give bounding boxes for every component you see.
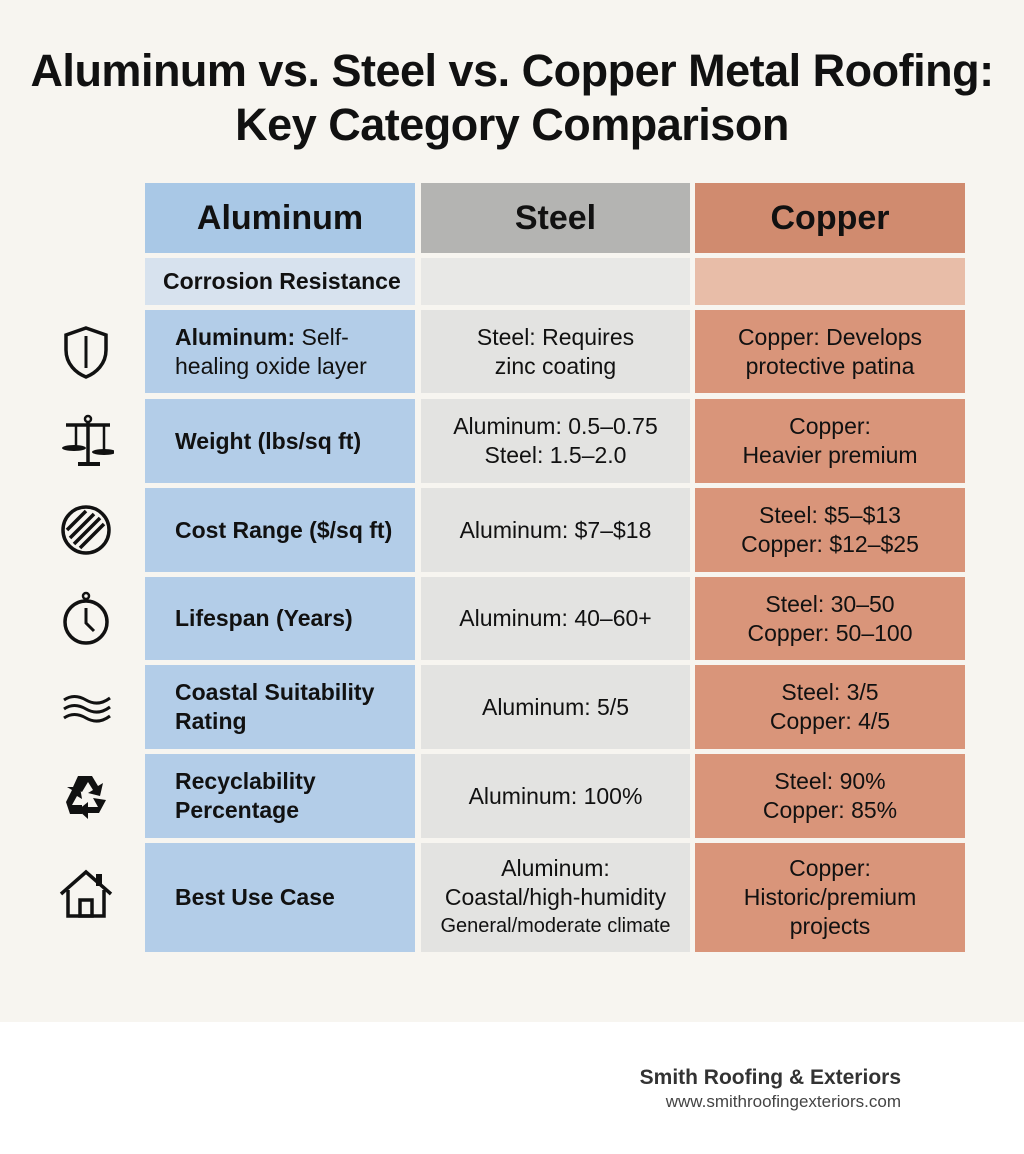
cell-line: Steel: 30–50 [765,590,895,617]
cell-line: Aluminum: [501,855,610,881]
cell-steel: Aluminum: $7–$18 [421,488,690,572]
cell-steel: Steel: Requires zinc coating [421,310,690,393]
cell-copper: Copper: Heavier premium [695,399,965,483]
footer [0,1022,1024,1154]
cell-line: Copper: Develops [737,323,923,350]
footer-url[interactable]: www.smithroofingexteriors.com [665,1092,901,1111]
stopwatch-icon [63,591,109,645]
cell-copper: Steel: 30–50 Copper: 50–100 [695,577,965,660]
column-header-aluminum: Aluminum [145,183,415,253]
striped-circle-icon [61,505,111,555]
cell-line: Copper: [789,855,871,881]
row-label: Best Use Case [145,843,415,952]
row-label-text: Recyclability Percentage [175,768,316,823]
cell-copper: Steel: 90% Copper: 85% [695,754,965,838]
cell-copper: Copper: Develops protective patina [695,310,965,393]
cell-line: General/moderate climate [440,915,671,937]
column-header-steel: Steel [421,183,690,253]
house-icon [59,869,113,918]
row-label: Weight (lbs/sq ft) [145,399,415,483]
row-label: Recyclability Percentage [145,754,415,838]
cell-line: Copper: 4/5 [769,708,891,734]
cell-line: Steel: 3/5 [781,679,879,705]
cell-line: Aluminum: 100% [468,782,643,809]
row-label-text: Cost Range ($/sq ft) [175,516,393,543]
section-label: Corrosion Resistance [145,258,415,305]
row-label-text: Coastal Suitability Rating [175,679,375,734]
waves-icon [63,695,111,723]
recycle-icon [66,776,106,819]
cell-copper: Copper: Historic/premium projects [695,843,965,952]
footer-brand: Smith Roofing & Exteriors [639,1066,901,1089]
section-cell-steel [421,258,690,305]
row-label-text: Weight (lbs/sq ft) [175,427,362,454]
cell-steel: Aluminum: 5/5 [421,665,690,749]
row-label-rest: Self-healing oxide layer [175,323,367,379]
page-title: Aluminum vs. Steel vs. Copper Metal Roof… [30,45,994,150]
cell-line: Steel: $5–$13 [759,502,901,528]
cell-line: Copper: 85% [762,797,898,823]
cell-line: Steel: Requires [476,323,635,350]
cell-line: Historic/premium [743,884,917,910]
cell-steel: Aluminum: 40–60+ [421,577,690,660]
cell-line: protective patina [745,352,915,379]
row-label-text: Lifespan (Years) [175,605,353,631]
section-cell-copper [695,258,965,305]
cell-steel: Aluminum: 0.5–0.75 Steel: 1.5–2.0 [421,399,690,483]
cell-line: Steel: 1.5–2.0 [484,442,627,468]
cell-steel: Aluminum: 100% [421,754,690,838]
cell-line: projects [789,913,871,939]
scale-icon [62,414,114,466]
row-label: Cost Range ($/sq ft) [145,488,415,572]
column-header-copper: Copper [695,183,965,253]
cell-steel: Aluminum: Coastal/high-humidity General/mo… [421,843,690,952]
cell-line: Copper: [789,413,871,439]
row-label: Coastal Suitability Rating [145,665,415,749]
cell-line: Steel: 90% [774,768,886,794]
row-label: Aluminum: Self-healing oxide layer [145,310,415,393]
cell-line: Heavier premium [742,442,918,468]
cell-line: Aluminum: $7–$18 [459,516,652,543]
cell-line: Copper: 50–100 [747,619,913,646]
cell-line: Coastal/high-humidity [444,884,667,910]
row-label: Lifespan (Years) [145,577,415,660]
shield-icon [64,326,108,379]
cell-line: Aluminum: 40–60+ [459,605,652,631]
cell-line: zinc coating [494,352,617,379]
cell-line: Aluminum: 5/5 [481,693,629,720]
cell-copper: Steel: 3/5 Copper: 4/5 [695,665,965,749]
row-label-text: Aluminum: Self-healing oxide layer [175,323,403,381]
row-label-bold: Aluminum: [175,323,296,350]
cell-line: Aluminum: 0.5–0.75 [453,413,658,439]
row-label-text: Best Use Case [175,884,335,910]
cell-copper: Steel: $5–$13 Copper: $12–$25 [695,488,965,572]
cell-line: Copper: $12–$25 [741,531,919,557]
